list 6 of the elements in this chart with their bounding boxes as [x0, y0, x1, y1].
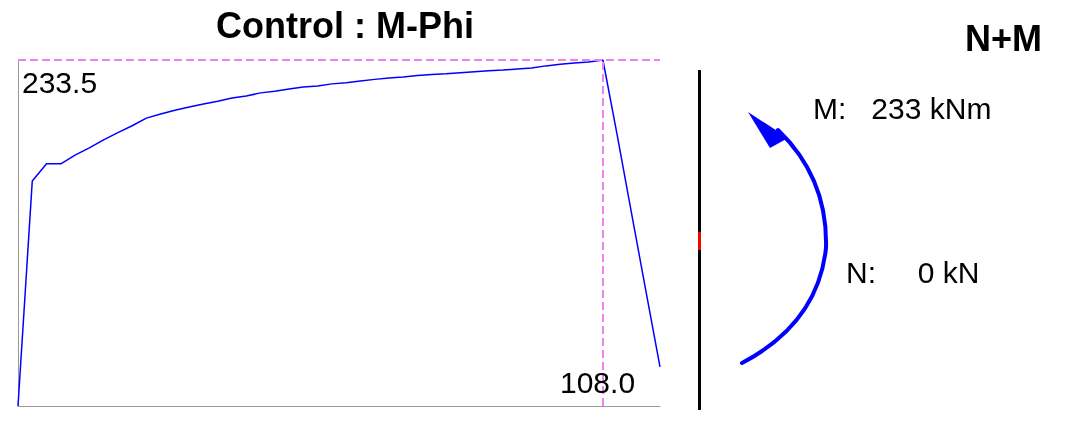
- chart-title: Control : M-Phi: [216, 4, 474, 46]
- annotation: 233.5: [22, 66, 98, 100]
- text: N: 0 kN: [846, 256, 980, 290]
- text: N+M: [965, 18, 1043, 60]
- text: M: 233 kNm: [813, 92, 992, 126]
- annotation: 108.0: [560, 366, 636, 400]
